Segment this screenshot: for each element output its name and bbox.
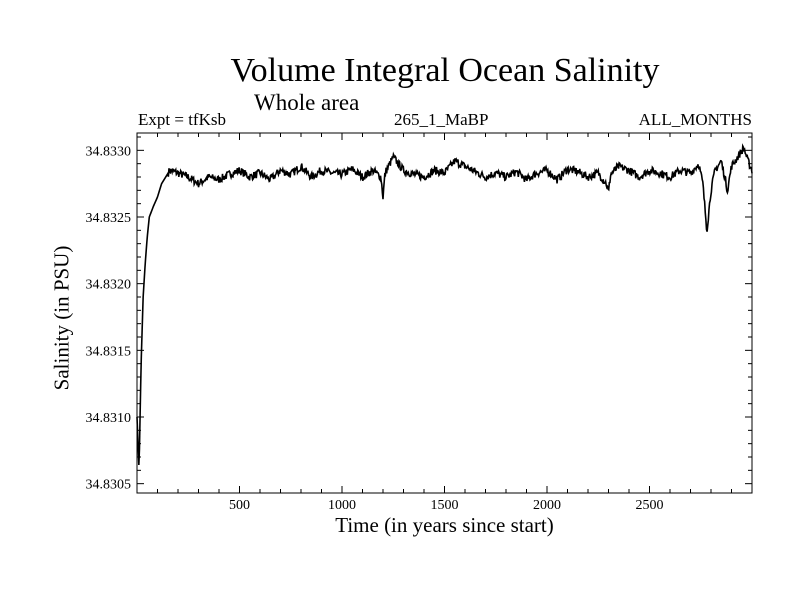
months-label: ALL_MONTHS	[638, 110, 752, 129]
run-label: 265_1_MaBP	[394, 110, 489, 129]
x-tick-label: 1500	[431, 498, 459, 513]
x-axis-label: Time (in years since start)	[335, 513, 554, 537]
x-tick-label: 2500	[636, 498, 664, 513]
x-tick-label: 2000	[533, 498, 561, 513]
series-line	[136, 143, 753, 466]
y-tick-label: 34.8305	[86, 478, 132, 493]
x-tick-label: 1000	[328, 498, 356, 513]
y-tick-label: 34.8330	[86, 144, 132, 159]
y-tick-label: 34.8310	[86, 411, 132, 426]
y-axis-label: Salinity (in PSU)	[49, 245, 74, 391]
plot-frame	[136, 132, 753, 494]
x-tick-label: 500	[229, 498, 250, 513]
experiment-label: Expt = tfKsb	[138, 110, 226, 129]
y-tick-label: 34.8320	[86, 278, 132, 293]
chart-subtitle: Whole area	[254, 90, 360, 115]
y-tick-label: 34.8315	[86, 344, 132, 359]
y-tick-label: 34.8325	[86, 211, 132, 226]
chart-title: Volume Integral Ocean Salinity	[230, 52, 660, 89]
